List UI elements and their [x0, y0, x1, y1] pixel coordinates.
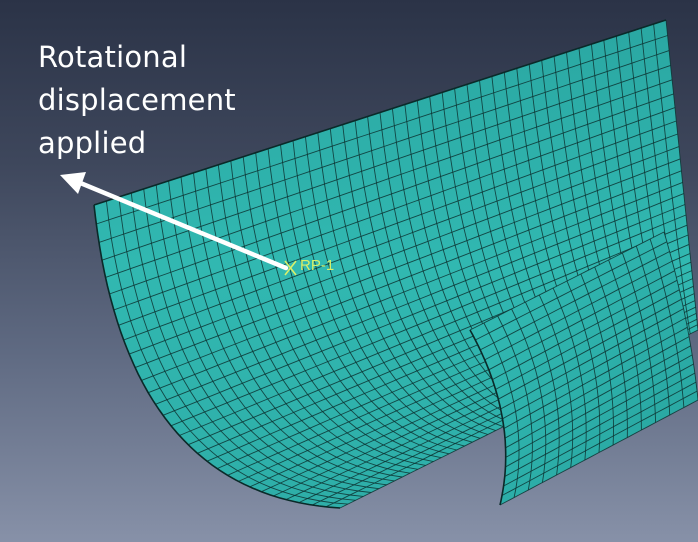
annotation-text: Rotational displacement applied	[38, 36, 236, 165]
mesh-line	[505, 345, 691, 449]
mesh-line	[504, 336, 690, 439]
mesh-line	[98, 50, 670, 243]
mesh-line	[113, 107, 676, 311]
mesh-line	[488, 270, 675, 371]
annotation-line-2: displacement	[38, 83, 236, 117]
mesh-line	[101, 64, 671, 261]
reference-point[interactable]: RP-1	[284, 257, 334, 276]
mesh-line	[148, 181, 683, 394]
mesh-line	[109, 93, 674, 295]
annotation-arrow	[60, 172, 289, 271]
mesh-line	[162, 204, 686, 416]
mesh-line	[505, 354, 693, 458]
outer-surface	[470, 232, 698, 505]
mesh-line	[500, 308, 684, 410]
mesh-line	[123, 133, 678, 341]
mesh-line	[469, 231, 665, 331]
mesh-line	[96, 35, 668, 225]
mesh-line	[505, 363, 694, 468]
mesh-line	[105, 79, 673, 278]
mesh-line	[499, 399, 698, 506]
mesh-line	[501, 390, 698, 496]
mesh-line	[498, 298, 682, 400]
mesh-line	[503, 381, 697, 487]
mesh-line	[118, 120, 677, 326]
mesh-line	[155, 193, 684, 405]
mesh-line	[134, 158, 681, 369]
inner-surface-mesh-lines	[93, 19, 698, 509]
mesh-line	[141, 170, 682, 381]
outer-surface-mesh-lines	[469, 231, 698, 506]
mesh-line	[475, 241, 668, 341]
mesh-line	[495, 289, 680, 390]
annotation-line-3: applied	[38, 126, 147, 160]
mesh-line	[504, 372, 696, 477]
mesh-line	[179, 224, 688, 436]
mesh-line	[484, 260, 673, 361]
mesh-line	[492, 279, 678, 380]
mesh-line	[502, 317, 686, 420]
mesh-line	[170, 214, 687, 427]
mesh-line	[129, 146, 680, 355]
annotation-line-1: Rotational	[38, 40, 188, 74]
shell-outline	[93, 19, 667, 509]
reference-point-label: RP-1	[300, 257, 334, 274]
x-cross-icon	[284, 260, 297, 276]
mesh-line	[479, 251, 670, 351]
mesh-line	[503, 326, 688, 429]
